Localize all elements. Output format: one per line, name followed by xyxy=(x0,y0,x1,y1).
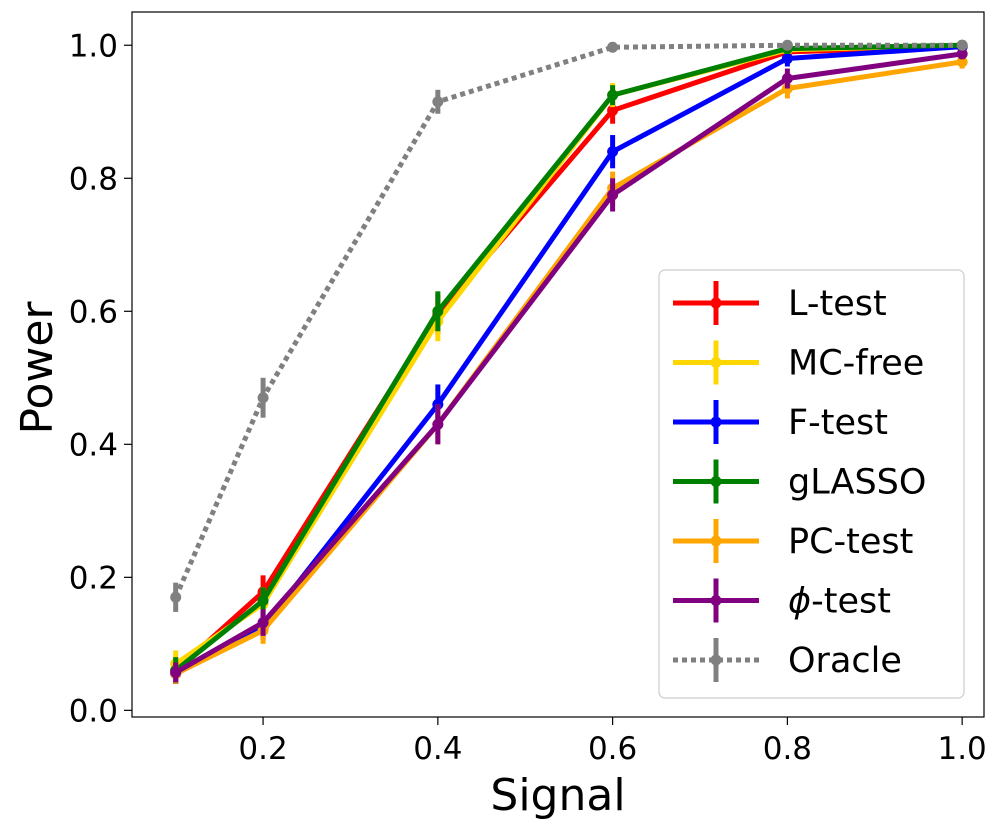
data-point-Oracle xyxy=(432,96,444,108)
legend-label-MC-free: MC-free xyxy=(788,344,924,384)
data-point-phi-test xyxy=(170,666,182,678)
legend-marker-L-test xyxy=(710,297,722,309)
data-point-phi-test xyxy=(257,617,269,629)
legend-entry-PC-test: PC-test xyxy=(673,519,913,563)
data-point-phi-test xyxy=(607,189,619,201)
series-line-phi-test xyxy=(174,51,963,675)
legend-label-phi-test: ϕ-test xyxy=(788,582,891,622)
data-point-Oracle xyxy=(956,39,968,51)
axes-layer: 0.2 0.4 0.6 0.8 1.0 0.0 0.2 0.4 0.6 0.8 1.0 xyxy=(69,11,987,767)
x-tick-label: 0.6 xyxy=(588,731,637,767)
legend-entry-gLASSO: gLASSO xyxy=(673,459,926,504)
x-tick-label: 1.0 xyxy=(937,731,986,767)
x-tick-label: 0.2 xyxy=(238,731,287,767)
legend-entry-phi-test: ϕ-test xyxy=(673,578,891,623)
data-point-phi-test xyxy=(781,73,793,85)
y-tick-label: 0.2 xyxy=(69,560,118,596)
data-point-Oracle xyxy=(781,39,793,51)
legend: L-test MC-free F-test gLASSO PC-test ϕ-test Or… xyxy=(658,269,965,699)
legend-entry-MC-free: MC-free xyxy=(673,340,924,385)
series-line-Oracle xyxy=(173,42,963,599)
legend-label-Oracle: Oracle xyxy=(788,641,902,681)
x-axis-label: Signal xyxy=(490,770,625,821)
legend-marker-PC-test xyxy=(710,535,722,547)
legend-entry-Oracle: Oracle xyxy=(673,638,902,682)
data-point-PC-test xyxy=(956,56,968,68)
y-tick-label: 1.0 xyxy=(69,28,118,64)
x-tick-label: 0.4 xyxy=(413,731,462,767)
data-point-F-test xyxy=(781,53,793,65)
data-point-phi-test xyxy=(956,48,968,60)
legend-symbol-phi: ϕ xyxy=(788,582,811,622)
data-point-gLASSO xyxy=(257,595,269,607)
legend-marker-F-test xyxy=(710,416,722,428)
y-tick-label: 0.8 xyxy=(69,161,118,197)
legend-label-PC-test: PC-test xyxy=(788,522,913,562)
legend-marker-phi-test xyxy=(710,595,722,606)
legend-label-F-test: F-test xyxy=(788,403,888,443)
y-tick-label: 0.0 xyxy=(69,693,118,729)
legend-label-L-test: L-test xyxy=(788,284,887,324)
series-layer xyxy=(170,39,968,684)
legend-label-gLASSO: gLASSO xyxy=(788,463,926,503)
legend-label-text: -test xyxy=(811,582,891,622)
plot-frame xyxy=(131,11,985,718)
y-axis-label: Power xyxy=(12,301,63,435)
x-tick-label: 0.8 xyxy=(763,731,812,767)
legend-marker-gLASSO xyxy=(710,476,722,487)
y-tick-label: 0.4 xyxy=(69,427,118,463)
legend-entry-L-test: L-test xyxy=(673,281,887,325)
data-point-F-test xyxy=(607,146,619,158)
data-point-gLASSO xyxy=(607,89,619,101)
data-point-Oracle xyxy=(607,41,619,53)
series-Oracle xyxy=(170,39,968,612)
data-point-L-test xyxy=(607,104,619,116)
data-point-gLASSO xyxy=(432,305,444,317)
legend-entry-F-test: F-test xyxy=(673,400,888,444)
data-point-phi-test xyxy=(432,418,444,430)
legend-marker-Oracle xyxy=(710,654,722,666)
series-line-gLASSO xyxy=(174,42,963,673)
y-tick-label: 0.6 xyxy=(69,294,118,330)
data-point-Oracle xyxy=(170,591,182,603)
data-point-Oracle xyxy=(257,392,269,404)
legend-box xyxy=(658,269,965,699)
legend-marker-MC-free xyxy=(710,357,722,368)
